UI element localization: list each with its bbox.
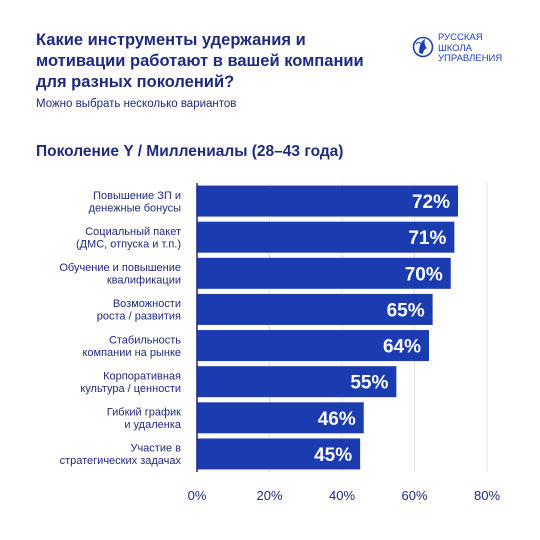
title-line-1: Какие инструменты удержания и <box>36 31 306 49</box>
bar <box>197 438 361 470</box>
x-tick-label: 20% <box>256 488 282 503</box>
category-label: Участие в <box>130 443 181 455</box>
bar-value-label: 70% <box>405 264 443 285</box>
logo-emblem-icon <box>412 36 434 58</box>
bar <box>197 366 397 398</box>
bar-value-label: 64% <box>383 337 421 358</box>
title-line-2: мотивации работают в вашей компании <box>36 52 364 70</box>
category-label: квалификации <box>107 275 181 287</box>
bar-value-label: 55% <box>350 373 388 394</box>
bar <box>197 185 458 217</box>
bar <box>197 221 455 253</box>
x-tick-label: 80% <box>474 488 500 503</box>
bar-value-label: 71% <box>408 228 446 249</box>
category-label: (ДМС, отпуска и т.п.) <box>76 238 181 250</box>
category-label: Гибкий график <box>107 407 181 419</box>
category-label: роста / развития <box>97 311 181 323</box>
category-label: компании на рынке <box>82 347 181 359</box>
bar <box>197 402 364 434</box>
bar-value-label: 45% <box>314 445 352 466</box>
category-label: культура / ценности <box>80 383 181 395</box>
subtitle: Можно выбрать несколько вариантов <box>36 98 237 110</box>
logo-text: РУССКАЯ ШКОЛА УПРАВЛЕНИЯ <box>438 32 503 65</box>
logo: РУССКАЯ ШКОЛА УПРАВЛЕНИЯ <box>412 32 522 66</box>
category-label: Корпоративная <box>103 370 181 382</box>
x-tick-label: 0% <box>188 488 207 503</box>
bar <box>197 330 429 362</box>
category-label: денежные бонусы <box>89 202 181 214</box>
category-label: Обучение и повышение <box>59 262 181 274</box>
logo-line-2: ШКОЛА <box>438 42 472 54</box>
logo-line-1: РУССКАЯ <box>438 32 483 43</box>
category-label: Повышение ЗП и <box>93 190 181 202</box>
bar-value-label: 46% <box>318 409 356 430</box>
category-label: Возможности <box>113 298 181 310</box>
bar-value-label: 65% <box>387 300 425 321</box>
category-label: Стабильность <box>109 334 181 346</box>
logo-line-3: УПРАВЛЕНИЯ <box>438 53 503 64</box>
x-tick-label: 40% <box>329 488 355 503</box>
category-label: Социальный пакет <box>85 226 181 238</box>
x-tick-label: 60% <box>401 488 427 503</box>
bar <box>197 293 433 325</box>
bar-value-label: 72% <box>412 192 450 213</box>
category-label: стратегических задачах <box>60 455 182 467</box>
title-line-3: для разных поколений? <box>36 73 235 91</box>
category-label: и удаленка <box>124 419 182 431</box>
bar <box>197 257 451 289</box>
chart-title: Какие инструменты удержания и мотивации … <box>36 30 396 93</box>
section-title: Поколение Y / Миллениалы (28–43 года) <box>36 143 344 160</box>
